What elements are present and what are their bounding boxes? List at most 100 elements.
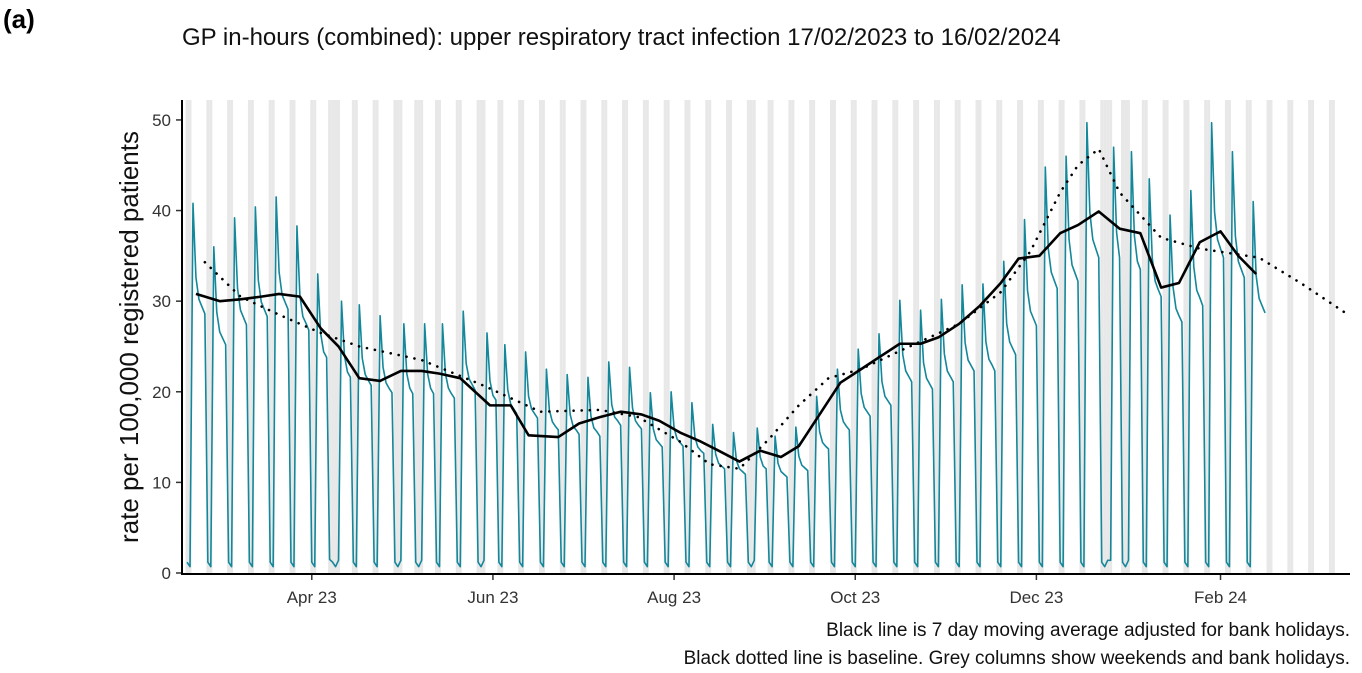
y-axis-label: rate per 100,000 registered patients (114, 131, 144, 543)
x-tick-label: Dec 23 (1009, 588, 1063, 607)
x-tick-label: Feb 24 (1194, 588, 1247, 607)
shaded-column (1100, 100, 1104, 573)
shaded-column (1165, 100, 1169, 573)
shaded-column (954, 100, 958, 573)
shaded-column (746, 100, 750, 573)
shaded-column (770, 100, 774, 573)
shaded-column (1224, 100, 1228, 573)
shaded-column (687, 100, 691, 573)
shaded-column (853, 100, 857, 573)
shaded-column (1186, 100, 1190, 573)
shaded-column (206, 100, 210, 573)
shaded-column (726, 100, 730, 573)
shaded-column (1020, 100, 1024, 573)
shaded-column (372, 100, 376, 573)
shaded-column (518, 100, 522, 573)
shaded-column (1126, 100, 1130, 573)
shaded-column (310, 100, 314, 573)
shaded-column (625, 100, 629, 573)
shaded-column (354, 100, 358, 573)
shaded-column (497, 100, 501, 573)
shaded-column (913, 100, 917, 573)
shaded-column (435, 100, 438, 573)
shaded-column (1287, 100, 1291, 573)
shaded-column (420, 100, 424, 573)
shaded-column (1141, 100, 1145, 573)
shaded-column (1311, 100, 1315, 573)
shaded-column (209, 100, 213, 573)
y-tick-label: 50 (152, 111, 171, 130)
shaded-column (933, 100, 937, 573)
shaded-column (437, 100, 441, 573)
shaded-column (1328, 100, 1332, 573)
shaded-column (500, 100, 504, 573)
shaded-column (812, 100, 816, 573)
shaded-column (250, 100, 254, 573)
shaded-column (455, 100, 459, 573)
shaded-column (1017, 100, 1021, 573)
series-line (186, 121, 1266, 568)
shaded-column (829, 100, 833, 573)
shaded-column (871, 100, 875, 573)
shaded-column (482, 100, 486, 573)
caption: Black dotted line is baseline. Grey colu… (683, 648, 1350, 669)
shaded-column (708, 100, 712, 573)
shaded-column (645, 100, 649, 573)
shaded-column (541, 100, 545, 573)
shaded-column (331, 100, 335, 573)
shaded-column (289, 100, 293, 573)
shaded-column (1227, 100, 1231, 573)
shaded-column (1061, 100, 1065, 573)
shaded-column (476, 100, 480, 573)
shaded-column (791, 100, 795, 573)
shaded-column (1082, 100, 1086, 573)
caption: Black line is 7 day moving average adjus… (826, 620, 1350, 641)
shaded-column (417, 100, 421, 573)
shaded-column (788, 100, 792, 573)
shaded-column (521, 100, 525, 573)
x-tick-label: Aug 23 (647, 588, 701, 607)
shaded-column (1245, 100, 1249, 573)
shaded-column (292, 100, 296, 573)
panel-label: (a) (3, 4, 35, 34)
y-tick-label: 40 (152, 202, 171, 221)
shaded-column (622, 100, 626, 573)
shaded-column (185, 100, 189, 573)
shaded-column (752, 100, 756, 573)
shaded-column (458, 100, 462, 573)
shaded-column (1331, 100, 1335, 573)
shaded-column (562, 100, 566, 573)
shaded-column (337, 100, 340, 573)
shaded-column (999, 100, 1003, 573)
shaded-column (375, 100, 379, 573)
shaded-column (705, 100, 709, 573)
shaded-column (538, 100, 542, 573)
shaded-column (399, 100, 403, 573)
shaded-column (1109, 100, 1113, 573)
shaded-column (916, 100, 920, 573)
series-line (203, 147, 1350, 471)
shaded-column (892, 100, 896, 573)
shaded-column (414, 100, 418, 573)
shaded-column (268, 100, 272, 573)
shaded-column (601, 100, 605, 573)
shaded-column (729, 100, 732, 573)
x-tick-label: Apr 23 (287, 588, 337, 607)
shaded-column (351, 100, 355, 573)
shaded-column (334, 100, 338, 573)
shaded-column (393, 100, 397, 573)
shaded-column (832, 100, 836, 573)
y-tick-label: 20 (152, 383, 171, 402)
shaded-column (227, 100, 231, 573)
shaded-column (559, 100, 563, 573)
shaded-column (247, 100, 251, 573)
shaded-column (666, 100, 670, 573)
shaded-column (850, 100, 854, 573)
y-tick-label: 0 (162, 564, 171, 583)
shaded-column (1290, 100, 1294, 573)
shaded-column (396, 100, 400, 573)
shaded-column (1103, 100, 1107, 573)
shaded-column (1207, 100, 1211, 573)
shaded-column (1124, 100, 1127, 573)
shaded-column (1121, 100, 1125, 573)
